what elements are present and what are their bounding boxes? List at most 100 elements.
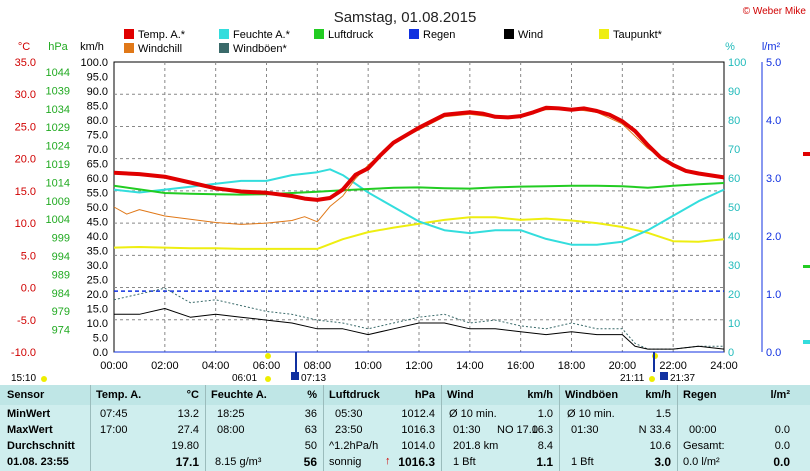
- feuchte-min-time: 18:25: [217, 408, 245, 420]
- temp-tick-label: 35.0: [15, 57, 36, 69]
- sun-markers: [41, 352, 668, 382]
- rain-tick-label: 2.0: [766, 231, 781, 243]
- press-tick-label: 1039: [46, 85, 70, 97]
- wind-title: Wind: [447, 389, 474, 401]
- regen-title: Regen: [683, 389, 717, 401]
- legend-label: Regen: [423, 29, 455, 41]
- axes-ticks: 35.0 30.0 25.0 20.0 15.0 10.0 5.0 0.0 -5.0 -10.0 1…: [11, 57, 781, 372]
- legend-swatch: [124, 29, 134, 39]
- legend: Temp. A.* Feuchte A.* Luftdruck Regen Wind Ta…: [124, 29, 663, 55]
- sun-icon: [649, 376, 655, 382]
- wind-tick-label: 70.0: [87, 144, 108, 156]
- hum-tick-label: 40: [728, 231, 740, 243]
- series-layer: [113, 105, 725, 353]
- time-tick-label: 16:00: [507, 360, 535, 372]
- wind-r1-label: Ø 10 min.: [449, 408, 497, 420]
- temp-max: 27.4: [177, 424, 199, 436]
- legend-label: Feuchte A.*: [233, 29, 291, 41]
- left-time-label: 15:10: [11, 373, 36, 384]
- temp-tick-label: 0.0: [21, 283, 36, 295]
- windboeen-avg: 10.6: [649, 440, 671, 452]
- legend-swatch: [504, 29, 514, 39]
- press-tick-label: 989: [52, 269, 70, 281]
- wind-tick-label: 30.0: [87, 260, 108, 272]
- series-feuchte-a: [113, 168, 725, 246]
- temp-tick-label: 15.0: [15, 186, 36, 198]
- press-tick-label: 1034: [46, 104, 70, 116]
- feuchte-abs: 8.15 g/m³: [215, 456, 262, 468]
- wind-bft: 1 Bft: [453, 456, 476, 468]
- regen-r3-label: Gesamt:: [683, 440, 725, 452]
- temp-tick-label: 5.0: [21, 250, 36, 262]
- temp-tick-label: -5.0: [17, 315, 36, 327]
- feuchte-min: 36: [304, 408, 317, 420]
- sunset-icon: [660, 372, 668, 380]
- temp-tick-label: 10.0: [15, 218, 36, 230]
- press-tick-label: 1029: [46, 122, 70, 134]
- windboeen-now: 3.0: [654, 455, 671, 469]
- hum-tick-label: 60: [728, 173, 740, 185]
- wind-tick-label: 45.0: [87, 217, 108, 229]
- hum-tick-label: 70: [728, 144, 740, 156]
- legend-label: Windböen*: [233, 43, 288, 55]
- rain-tick-label: 3.0: [766, 173, 781, 185]
- wind-unit-label: km/h: [80, 41, 104, 53]
- legend-swatch: [219, 29, 229, 39]
- windboeen-r1-label: Ø 10 min.: [567, 408, 615, 420]
- time-tick-label: 12:00: [405, 360, 433, 372]
- press-tick-label: 1004: [46, 214, 70, 226]
- temp-tick-label: 25.0: [15, 121, 36, 133]
- wind-tick-label: 35.0: [87, 246, 108, 258]
- legend-label: Windchill: [138, 43, 182, 55]
- wind-tick-label: 95.0: [87, 72, 108, 84]
- luftdruck-max: 1016.3: [401, 424, 435, 436]
- press-tick-label: 974: [52, 325, 70, 337]
- stats-gust-col: Windböen km/h Ø 10 min. 1.5 01:30 N 33.4…: [559, 385, 678, 471]
- time-tick-label: 10:00: [354, 360, 382, 372]
- side-mark: [803, 152, 810, 156]
- current-time-label: 01.08. 23:55: [7, 456, 69, 468]
- stats-humidity-col: Feuchte A. % 18:25 36 08:00 63 50 8.15 g…: [205, 385, 324, 471]
- regen-unit: l/m²: [770, 389, 790, 401]
- regen-r2-time: 00:00: [689, 424, 717, 436]
- temp-tick-label: 20.0: [15, 154, 36, 166]
- wind-tick-label: 55.0: [87, 188, 108, 200]
- legend-swatch: [124, 43, 134, 53]
- hum-tick-label: 20: [728, 289, 740, 301]
- regen-now: 0.0: [773, 455, 790, 469]
- feuchte-avg: 50: [304, 440, 317, 452]
- temp-title: Temp. A.: [96, 389, 142, 401]
- time-tick-label: 20:00: [609, 360, 637, 372]
- wind-tick-label: 85.0: [87, 101, 108, 113]
- wind-now: 1.1: [536, 455, 553, 469]
- luftdruck-max-time: 23:50: [335, 424, 363, 436]
- wind-r3-dist: 201.8 km: [453, 440, 499, 452]
- temp-max-time: 17:00: [100, 424, 128, 436]
- time-tick-label: 24:00: [710, 360, 738, 372]
- windboeen-bft: 1 Bft: [571, 456, 594, 468]
- series-windchill: [113, 108, 725, 225]
- time-tick-label: 14:00: [456, 360, 484, 372]
- legend-label: Luftdruck: [328, 29, 374, 41]
- stats-sensor-col: Sensor MinWert MaxWert Durchschnitt 01.0…: [0, 385, 91, 471]
- wind-r1-val: 1.0: [537, 408, 553, 420]
- press-tick-label: 1014: [46, 177, 70, 189]
- sunrise-end-label: 07:13: [301, 373, 326, 384]
- wind-tick-label: 80.0: [87, 115, 108, 127]
- wind-r3-val: 8.4: [537, 440, 553, 452]
- rain-tick-label: 4.0: [766, 115, 781, 127]
- wind-r2-dir: NO 17.0: [497, 424, 538, 436]
- press-tick-label: 1009: [46, 196, 70, 208]
- feuchte-max-time: 08:00: [217, 424, 245, 436]
- rain-tick-label: 0.0: [766, 347, 781, 359]
- series-temp-a: [113, 105, 725, 202]
- wind-tick-label: 15.0: [87, 304, 108, 316]
- wind-tick-label: 75.0: [87, 130, 108, 142]
- temp-unit: °C: [186, 389, 199, 401]
- legend-swatch: [219, 43, 229, 53]
- wind-tick-label: 60.0: [87, 173, 108, 185]
- legend-swatch: [409, 29, 419, 39]
- press-tick-label: 1024: [46, 141, 70, 153]
- time-tick-label: 22:00: [659, 360, 687, 372]
- credit-label: © Weber Mike: [743, 6, 807, 17]
